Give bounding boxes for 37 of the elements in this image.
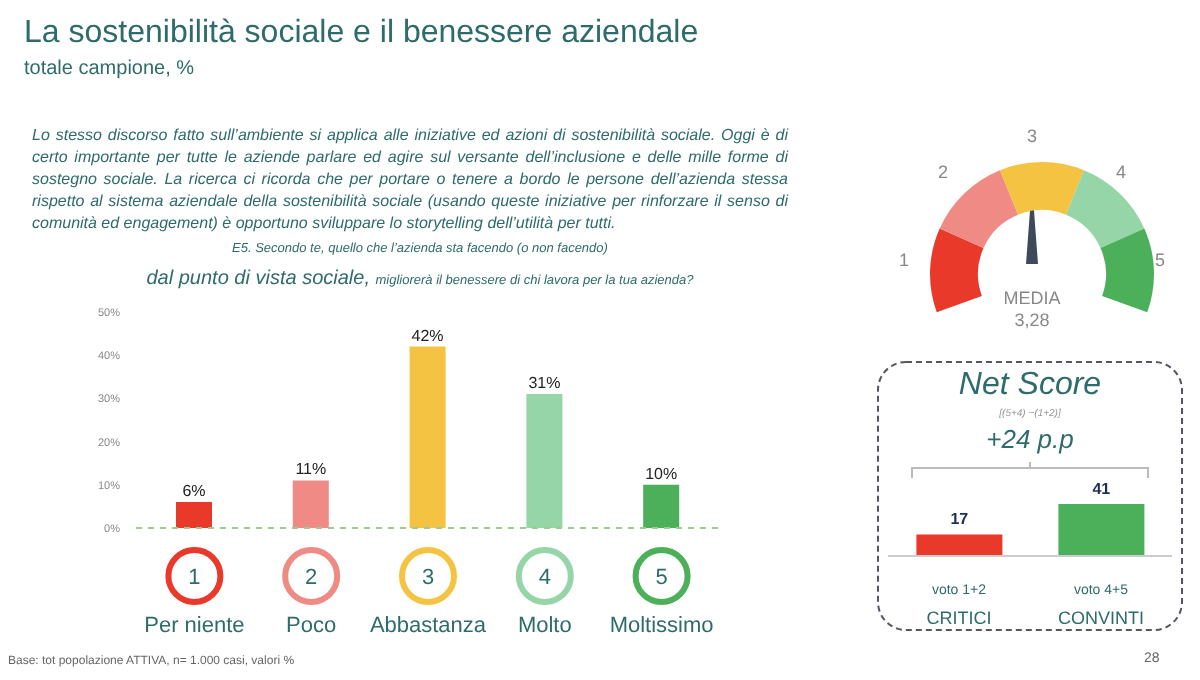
chart-title: Net Score: [956, 368, 1104, 404]
bar: [526, 394, 563, 528]
text: Lo stesso discorso fatto sull’ambiente si applica alle iniziative ed azioni di sostenibilità sociale. Oggi è di certo importante per tutte le aziende parlare ed agire sul versante dell’inclusione e delle mille forme di sostegno sociale. La ricerca ci ricorda che per portare o tenere a bordo le persone dell’azienda stessa rispetto al sistema aziendale della sostenibilità sociale (usando queste iniziative per rinforzare il senso di comunità ed engagement) è opportuno sviluppare lo storytelling dell’utilità per tutti.: [32, 124, 788, 234]
text: 4: [538, 566, 551, 590]
text: MEDIA: [1001, 288, 1063, 308]
x-tick-label: CRITICI: [926, 608, 992, 628]
data-label: 10%: [645, 464, 678, 483]
chart-subtitle: totale campione, %: [24, 58, 195, 80]
text: +24 p.p: [984, 424, 1076, 454]
text: 3,28: [1012, 310, 1052, 330]
slice-label: 3: [1026, 126, 1038, 146]
x-tick-label: Molto: [517, 614, 572, 638]
bar: [176, 502, 212, 528]
data-label: 6%: [182, 482, 206, 501]
slice-label: 1: [899, 249, 910, 270]
bar: [292, 480, 329, 528]
slice-label: 4: [1115, 161, 1126, 182]
text: 2: [305, 566, 318, 590]
text: dal punto di vista sociale,: [146, 268, 372, 290]
slice-label: 5: [1154, 249, 1165, 270]
text: 5: [655, 566, 668, 590]
data-label: 11%: [295, 460, 327, 479]
x-tick-label: CONVINTI: [1057, 608, 1145, 628]
text: 3: [421, 566, 435, 590]
x-tick-label: Abbastanza: [369, 614, 488, 638]
data-label: 31%: [528, 374, 561, 393]
data-label: 41: [1092, 480, 1112, 498]
data-label: 17: [950, 510, 970, 529]
data-label: 42%: [411, 326, 444, 345]
bar: [643, 484, 680, 528]
chart-title: La sostenibilità sociale e il benessere aziendale: [24, 16, 699, 52]
x-tick-label: Per niente: [144, 614, 245, 638]
slice-label: 2: [938, 161, 949, 182]
x-tick-label: Moltissimo: [609, 614, 714, 638]
x-tick-label: Poco: [286, 614, 337, 638]
text: 1: [188, 566, 201, 590]
bar: [409, 346, 446, 528]
